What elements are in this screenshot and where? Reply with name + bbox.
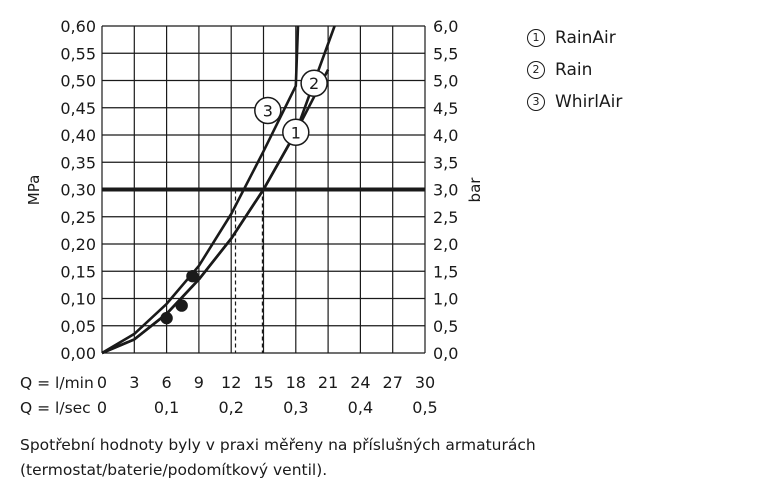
y-tick-label-left: 0,50 xyxy=(60,72,96,91)
legend-number-badge: 1 xyxy=(527,29,545,47)
y-tick-label-left: 0,35 xyxy=(60,153,96,172)
y-tick-label-right: 6,0 xyxy=(433,17,458,36)
x-tick-label-lmin: 27 xyxy=(383,373,403,392)
series-marker-label-2: 2 xyxy=(309,74,319,93)
series-marker-1 xyxy=(282,118,310,147)
legend-item-whirlair: 3 WhirlAir xyxy=(527,86,622,118)
x-tick-label-lsec: 0,3 xyxy=(283,398,308,417)
x-tick-label-lmin: 9 xyxy=(194,373,204,392)
y-axis-label-left: MPa xyxy=(25,175,43,206)
y-tick-label-right: 3,5 xyxy=(433,153,458,172)
legend-label: RainAir xyxy=(555,28,616,48)
tick-labels: 0,000,050,100,150,200,250,300,350,400,45… xyxy=(60,17,458,417)
legend-label: Rain xyxy=(555,60,593,80)
y-tick-label-left: 0,60 xyxy=(60,17,96,36)
y-tick-label-right: 2,5 xyxy=(433,208,458,227)
legend-label: WhirlAir xyxy=(555,92,623,112)
x-tick-label-lmin: 12 xyxy=(221,373,241,392)
data-point xyxy=(186,269,199,283)
x-axis-label-lsec: Q = l/sec xyxy=(20,399,91,417)
legend-number-badge: 3 xyxy=(527,93,545,111)
y-tick-label-right: 1,5 xyxy=(433,262,458,281)
y-tick-label-left: 0,10 xyxy=(60,290,96,309)
y-tick-label-right: 0,0 xyxy=(433,344,458,363)
y-tick-label-right: 4,0 xyxy=(433,126,458,145)
y-tick-label-right: 0,5 xyxy=(433,317,458,336)
x-tick-label-lmin: 18 xyxy=(286,373,306,392)
x-tick-label-lmin: 0 xyxy=(97,373,107,392)
legend-item-rainair: 1 RainAir xyxy=(527,22,622,54)
x-tick-label-lsec: 0,1 xyxy=(154,398,179,417)
y-tick-label-right: 5,5 xyxy=(433,44,458,63)
y-tick-label-right: 2,0 xyxy=(433,235,458,254)
x-tick-label-lmin: 30 xyxy=(415,373,435,392)
y-tick-label-left: 0,45 xyxy=(60,99,96,118)
x-axis-label-lmin: Q = l/min xyxy=(20,374,94,392)
curves: 1 2 3 xyxy=(101,25,425,355)
y-tick-label-right: 1,0 xyxy=(433,290,458,309)
x-tick-label-lsec: 0,4 xyxy=(348,398,373,417)
data-point xyxy=(160,311,173,325)
curve-series-3 xyxy=(101,25,300,355)
chart: 123 0,000,050,100,150,200,250,300,350,40… xyxy=(20,17,484,417)
y-tick-label-right: 3,0 xyxy=(433,181,458,200)
data-point xyxy=(175,299,188,312)
y-tick-label-right: 5,0 xyxy=(433,72,458,91)
x-tick-label-lmin: 21 xyxy=(318,373,338,392)
footnote: Spotřební hodnoty byly v praxi měřeny na… xyxy=(20,436,536,479)
legend-number-badge: 2 xyxy=(527,61,545,79)
legend-item-rain: 2 Rain xyxy=(527,54,622,86)
y-tick-label-right: 4,5 xyxy=(433,99,458,118)
y-tick-label-left: 0,30 xyxy=(60,181,96,200)
y-tick-label-left: 0,25 xyxy=(60,208,96,227)
x-tick-label-lmin: 24 xyxy=(350,373,370,392)
x-tick-label-lmin: 3 xyxy=(129,373,139,392)
x-tick-label-lsec: 0,2 xyxy=(218,398,243,417)
y-axis-label-right: bar xyxy=(466,177,484,203)
y-tick-label-left: 0,55 xyxy=(60,44,96,63)
series-marker-3 xyxy=(254,96,282,125)
x-tick-label-lsec: 0 xyxy=(97,398,107,417)
y-tick-label-left: 0,40 xyxy=(60,126,96,145)
y-tick-label-left: 0,15 xyxy=(60,262,96,281)
legend: 1 RainAir 2 Rain 3 WhirlAir xyxy=(527,22,622,118)
series-marker-label-3: 3 xyxy=(263,101,273,120)
y-tick-label-left: 0,00 xyxy=(60,344,96,363)
curve-series-1 xyxy=(101,69,330,355)
series-marker-2 xyxy=(300,69,328,97)
x-tick-label-lmin: 6 xyxy=(162,373,172,392)
y-tick-label-left: 0,05 xyxy=(60,317,96,336)
x-tick-label-lsec: 0,5 xyxy=(412,398,437,417)
x-tick-label-lmin: 15 xyxy=(253,373,273,392)
y-tick-label-left: 0,20 xyxy=(60,235,96,254)
series-marker-label-1: 1 xyxy=(291,123,301,142)
